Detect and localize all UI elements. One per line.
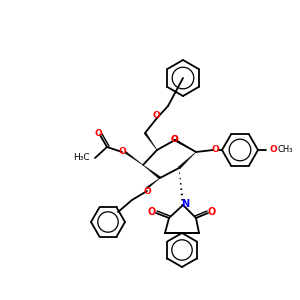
Text: O: O <box>269 145 277 154</box>
Text: O: O <box>148 207 156 217</box>
Polygon shape <box>124 151 143 165</box>
Text: O: O <box>94 128 102 137</box>
Text: H₃C: H₃C <box>73 154 89 163</box>
Text: O: O <box>118 146 126 155</box>
Text: O: O <box>143 187 151 196</box>
Polygon shape <box>146 178 160 189</box>
Polygon shape <box>178 152 196 169</box>
Text: O: O <box>208 207 216 217</box>
Text: N: N <box>181 199 189 209</box>
Polygon shape <box>143 165 161 179</box>
Polygon shape <box>144 132 157 150</box>
Text: CH₃: CH₃ <box>278 146 293 154</box>
Text: O: O <box>170 134 178 143</box>
Text: O: O <box>170 134 178 143</box>
Text: O: O <box>152 112 160 121</box>
Text: O: O <box>211 145 219 154</box>
Polygon shape <box>175 139 196 152</box>
